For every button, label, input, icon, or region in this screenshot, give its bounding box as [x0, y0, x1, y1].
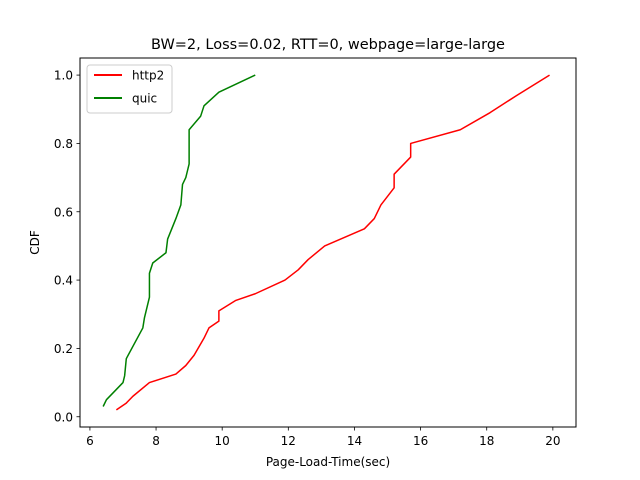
x-tick-label: 14: [347, 434, 362, 448]
x-tick-label: 20: [545, 434, 560, 448]
x-tick-label: 10: [215, 434, 230, 448]
series-layer: [102, 74, 550, 411]
x-tick-label: 8: [152, 434, 160, 448]
y-tick-label: 0.6: [54, 205, 73, 219]
y-tick-label: 0.0: [54, 410, 73, 424]
x-tick-label: 12: [281, 434, 296, 448]
x-tick-label: 6: [86, 434, 94, 448]
legend-label-http2: http2: [132, 69, 164, 83]
series-line-quic: [102, 74, 256, 407]
y-tick-label: 0.8: [54, 137, 73, 151]
x-tick-label: 18: [479, 434, 494, 448]
y-tick-label: 0.2: [54, 342, 73, 356]
legend-label-quic: quic: [132, 92, 157, 106]
x-tick-label: 16: [413, 434, 428, 448]
plot-area: [80, 58, 576, 427]
y-tick-label: 0.4: [54, 274, 73, 288]
chart-title: BW=2, Loss=0.02, RTT=0, webpage=large-la…: [151, 37, 505, 53]
y-axis-ticks: 0.0 0.2 0.4 0.6 0.8 1.0: [54, 69, 80, 424]
legend: http2 quic: [86, 64, 173, 114]
series-line-http2: [115, 74, 550, 411]
y-axis-label: CDF: [28, 230, 42, 255]
x-axis-ticks: 6 8 10 12 14 16 18 20: [86, 427, 560, 448]
legend-box: [86, 64, 173, 114]
plot-frame: [79, 57, 577, 428]
x-axis-label: Page-Load-Time(sec): [266, 455, 390, 469]
y-tick-label: 1.0: [54, 69, 73, 83]
